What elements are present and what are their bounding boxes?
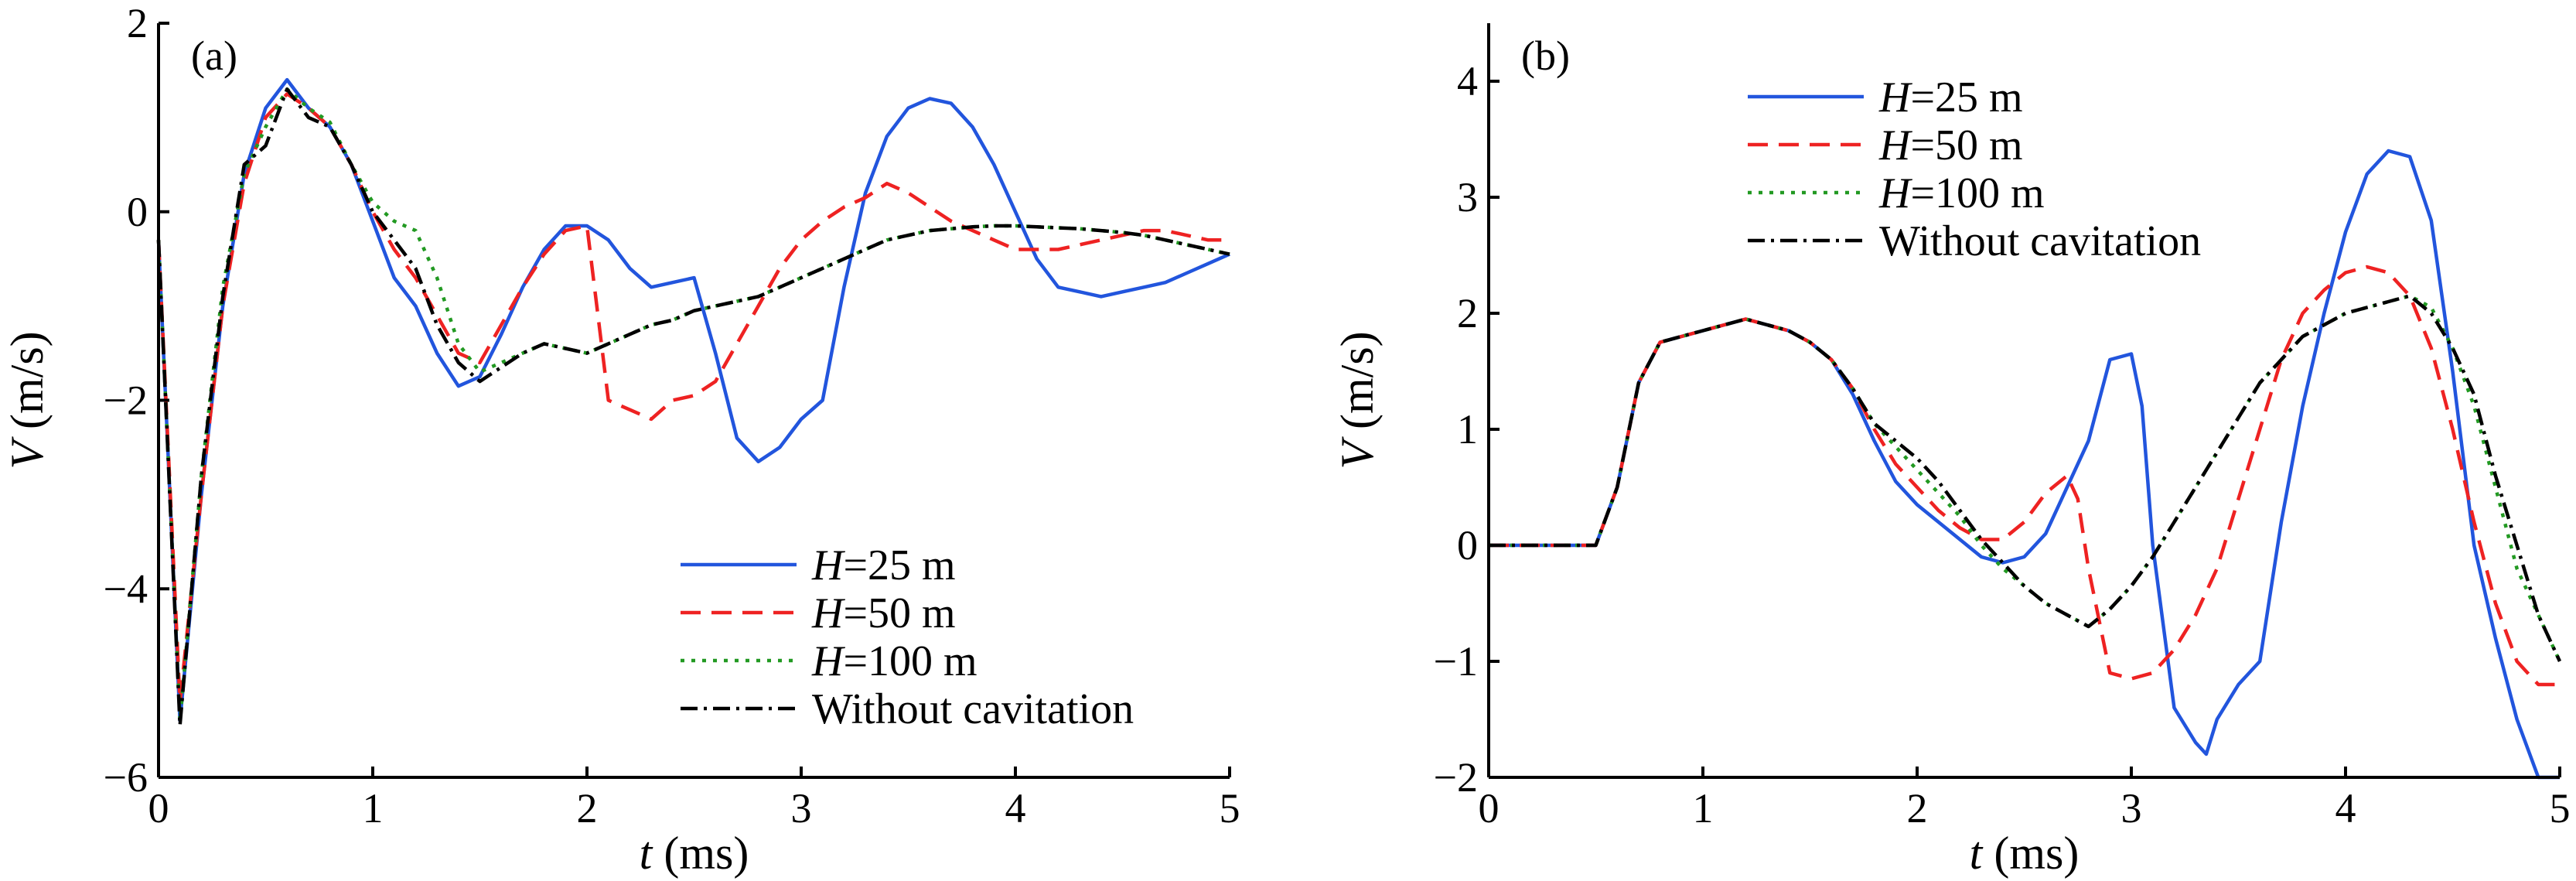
x-tick-label: 3 (2121, 785, 2142, 831)
y-tick-label: −1 (1434, 638, 1478, 685)
legend-label-2: H=50 m (811, 589, 956, 637)
series-line-1 (156, 77, 1230, 723)
x-tick-label: 1 (1693, 785, 1714, 831)
series-line-3 (1489, 294, 2562, 662)
x-tick-label: 2 (577, 785, 598, 831)
y-tick-label: −2 (104, 377, 148, 424)
legend-label-3: H=100 m (811, 637, 978, 685)
panel-a: 0 1 2 3 4 5 −6 −4 −2 0 2 t (ms) V (m/s) (a) H=25 mH=50… (2, 0, 1240, 879)
series-line-4 (1489, 294, 2562, 662)
x-tick-label: 3 (791, 785, 812, 831)
y-tick-label: 1 (1457, 406, 1478, 452)
legend-label-2: H=50 m (1878, 121, 2023, 169)
panel-b: 0 1 2 3 4 5 −2 −1 0 1 2 3 4 t (ms) V (m/s) (b) H=25 mH=5… (1332, 23, 2571, 879)
x-tick-label: 4 (1005, 785, 1026, 831)
y-tick-label: 2 (1457, 290, 1478, 336)
y-axis-label: V (m/s) (2, 331, 53, 469)
series-line-2 (1489, 265, 2560, 687)
x-tick-label: 5 (2550, 785, 2571, 831)
y-tick-label: −6 (104, 754, 148, 801)
x-tick-label: 2 (1907, 785, 1928, 831)
series-line-3 (156, 87, 1230, 723)
y-axis-label: V (m/s) (1332, 331, 1383, 469)
x-tick-label: 1 (363, 785, 384, 831)
x-tick-label: 5 (1220, 785, 1240, 831)
legend-label-1: H=25 m (811, 541, 956, 589)
y-tick-label: 0 (1457, 522, 1478, 569)
y-tick-label: 4 (1457, 58, 1478, 104)
legend-label-4: Without cavitation (1879, 217, 2201, 265)
panel-label: (a) (191, 32, 237, 79)
y-tick-label: 0 (127, 189, 148, 235)
series-line-2 (156, 92, 1230, 704)
y-tick-label: 2 (127, 0, 148, 46)
x-axis-label: t (ms) (1970, 828, 2080, 879)
y-tick-label: 3 (1457, 174, 1478, 220)
x-tick-label: 0 (148, 785, 169, 831)
legend-label-3: H=100 m (1878, 169, 2045, 217)
x-axis-label: t (ms) (640, 828, 749, 879)
x-tick-label: 4 (2335, 785, 2356, 831)
y-tick-label: −2 (1434, 754, 1478, 801)
x-tick-label: 0 (1479, 785, 1500, 831)
panel-label: (b) (1521, 32, 1570, 79)
legend-label-1: H=25 m (1878, 73, 2023, 121)
legend-label-4: Without cavitation (812, 685, 1134, 733)
y-tick-label: −4 (104, 565, 148, 612)
series-line-4 (156, 87, 1230, 728)
